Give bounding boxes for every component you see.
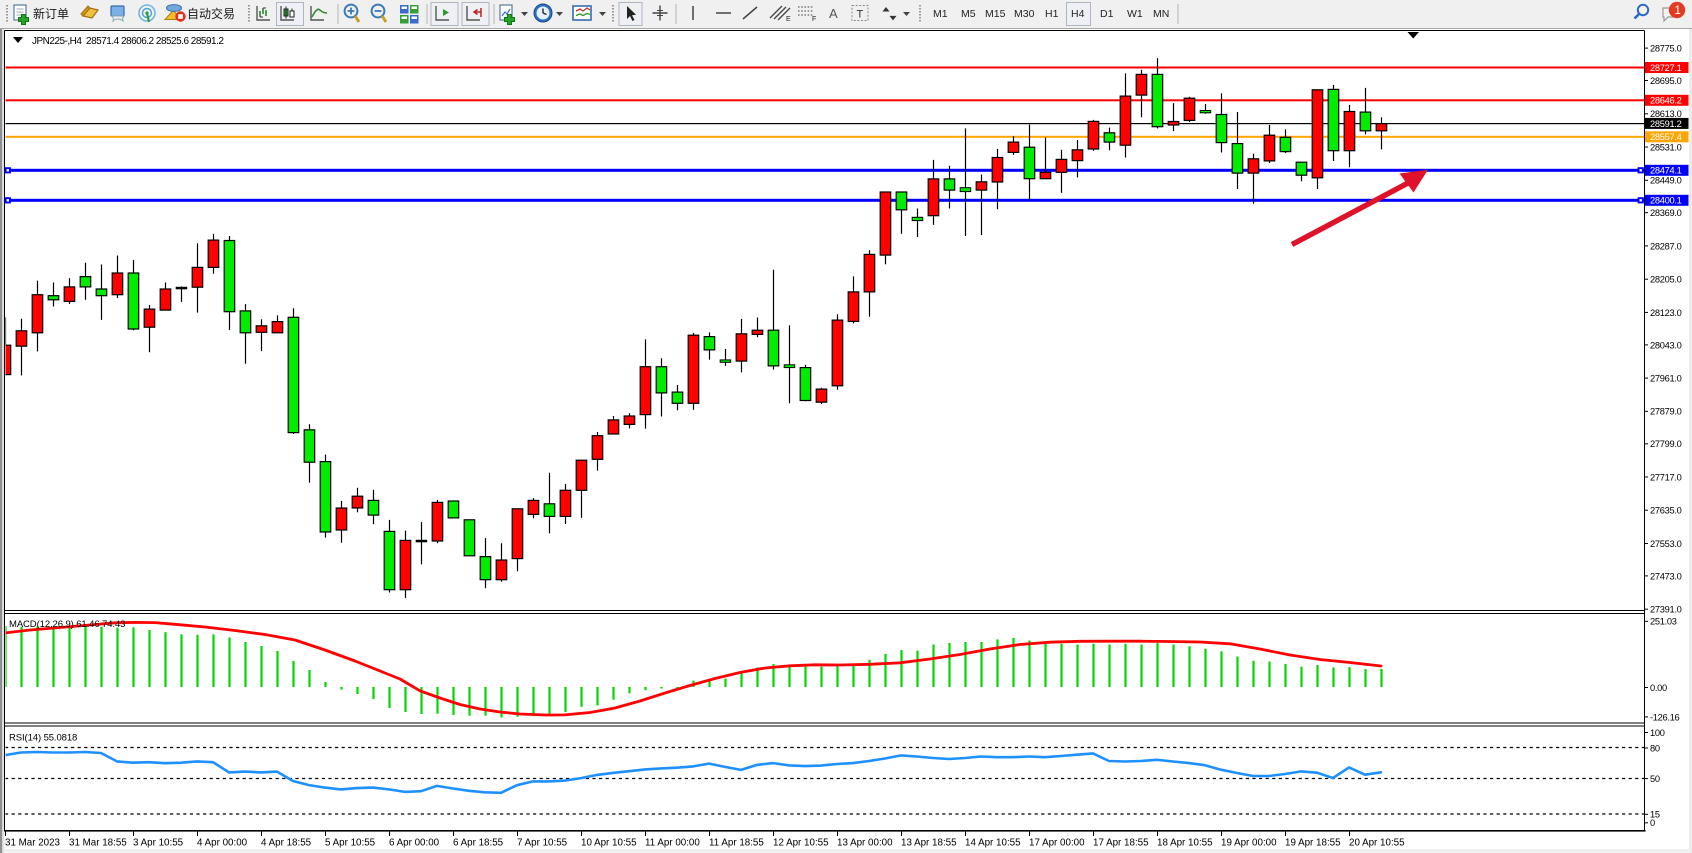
svg-text:15: 15 [1650, 810, 1660, 820]
svg-text:新订单: 新订单 [33, 6, 69, 21]
svg-text:28287.0: 28287.0 [1650, 241, 1682, 251]
svg-text:11 Apr 18:55: 11 Apr 18:55 [709, 838, 764, 849]
svg-text:M5: M5 [961, 8, 976, 20]
svg-text:-126.16: -126.16 [1650, 712, 1680, 722]
svg-text:12 Apr 10:55: 12 Apr 10:55 [773, 838, 829, 849]
svg-text:A: A [829, 6, 838, 21]
svg-text:27799.0: 27799.0 [1650, 439, 1682, 449]
svg-text:M1: M1 [933, 8, 948, 20]
svg-text:0: 0 [1650, 818, 1655, 828]
svg-text:28449.0: 28449.0 [1650, 176, 1682, 186]
svg-text:E: E [786, 16, 791, 23]
svg-text:28646.2: 28646.2 [1650, 96, 1682, 106]
svg-text:27961.0: 27961.0 [1650, 374, 1682, 384]
svg-text:28205.0: 28205.0 [1650, 275, 1682, 285]
svg-text:W1: W1 [1127, 8, 1143, 20]
svg-text:0.00: 0.00 [1650, 683, 1667, 693]
svg-text:7 Apr 10:55: 7 Apr 10:55 [517, 838, 568, 849]
svg-text:M15: M15 [985, 8, 1006, 20]
svg-text:JPN225-,H4 28571.4 28606.2 28: JPN225-,H4 28571.4 28606.2 28525.6 28591… [32, 36, 224, 47]
svg-text:6 Apr 00:00: 6 Apr 00:00 [389, 838, 440, 849]
svg-text:31 Mar 18:55: 31 Mar 18:55 [69, 838, 127, 849]
svg-text:20 Apr 10:55: 20 Apr 10:55 [1349, 838, 1405, 849]
svg-text:100: 100 [1650, 728, 1665, 738]
svg-text:RSI(14) 55.0818: RSI(14) 55.0818 [9, 732, 77, 743]
svg-text:6 Apr 18:55: 6 Apr 18:55 [453, 838, 504, 849]
svg-text:MACD(12,26,9) 61.46 74.43: MACD(12,26,9) 61.46 74.43 [9, 619, 125, 630]
svg-text:H1: H1 [1045, 8, 1059, 20]
svg-text:28400.1: 28400.1 [1650, 196, 1682, 206]
svg-text:27717.0: 27717.0 [1650, 472, 1682, 482]
svg-text:11 Apr 00:00: 11 Apr 00:00 [645, 838, 700, 849]
svg-text:28775.0: 28775.0 [1650, 44, 1682, 54]
svg-text:28369.0: 28369.0 [1650, 208, 1682, 218]
svg-text:4 Apr 18:55: 4 Apr 18:55 [261, 838, 312, 849]
svg-text:28043.0: 28043.0 [1650, 340, 1682, 350]
svg-text:T: T [857, 9, 864, 21]
svg-text:19 Apr 00:00: 19 Apr 00:00 [1221, 838, 1277, 849]
svg-text:D1: D1 [1100, 8, 1114, 20]
svg-text:M30: M30 [1014, 8, 1035, 20]
svg-text:5 Apr 10:55: 5 Apr 10:55 [325, 838, 376, 849]
svg-text:28695.0: 28695.0 [1650, 76, 1682, 86]
svg-text:19 Apr 18:55: 19 Apr 18:55 [1285, 838, 1341, 849]
svg-text:27553.0: 27553.0 [1650, 539, 1682, 549]
svg-text:H4: H4 [1071, 8, 1085, 20]
svg-text:14 Apr 10:55: 14 Apr 10:55 [965, 838, 1021, 849]
svg-text:28123.0: 28123.0 [1650, 308, 1682, 318]
svg-text:18 Apr 10:55: 18 Apr 10:55 [1157, 838, 1213, 849]
svg-text:MN: MN [1153, 8, 1169, 20]
svg-text:自动交易: 自动交易 [187, 6, 235, 21]
svg-text:251.03: 251.03 [1650, 617, 1677, 627]
svg-text:28591.2: 28591.2 [1650, 119, 1682, 129]
svg-text:13 Apr 00:00: 13 Apr 00:00 [837, 838, 893, 849]
svg-text:80: 80 [1650, 743, 1660, 753]
svg-text:27391.0: 27391.0 [1650, 605, 1682, 615]
svg-text:27879.0: 27879.0 [1650, 407, 1682, 417]
svg-text:28613.0: 28613.0 [1650, 109, 1682, 119]
svg-text:10 Apr 10:55: 10 Apr 10:55 [581, 838, 637, 849]
svg-text:28531.0: 28531.0 [1650, 142, 1682, 152]
svg-text:17 Apr 00:00: 17 Apr 00:00 [1029, 838, 1085, 849]
svg-text:17 Apr 18:55: 17 Apr 18:55 [1093, 838, 1149, 849]
svg-text:28727.1: 28727.1 [1650, 63, 1682, 73]
svg-text:28474.1: 28474.1 [1650, 166, 1682, 176]
svg-text:27473.0: 27473.0 [1650, 571, 1682, 581]
svg-text:28557.4: 28557.4 [1650, 132, 1682, 142]
svg-text:F: F [812, 16, 816, 23]
svg-text:27635.0: 27635.0 [1650, 506, 1682, 516]
svg-text:3 Apr 10:55: 3 Apr 10:55 [133, 838, 184, 849]
svg-text:4 Apr 00:00: 4 Apr 00:00 [197, 838, 248, 849]
svg-text:50: 50 [1650, 774, 1660, 784]
svg-text:1: 1 [1675, 5, 1681, 17]
svg-text:31 Mar 2023: 31 Mar 2023 [5, 838, 61, 849]
svg-text:13 Apr 18:55: 13 Apr 18:55 [901, 838, 957, 849]
